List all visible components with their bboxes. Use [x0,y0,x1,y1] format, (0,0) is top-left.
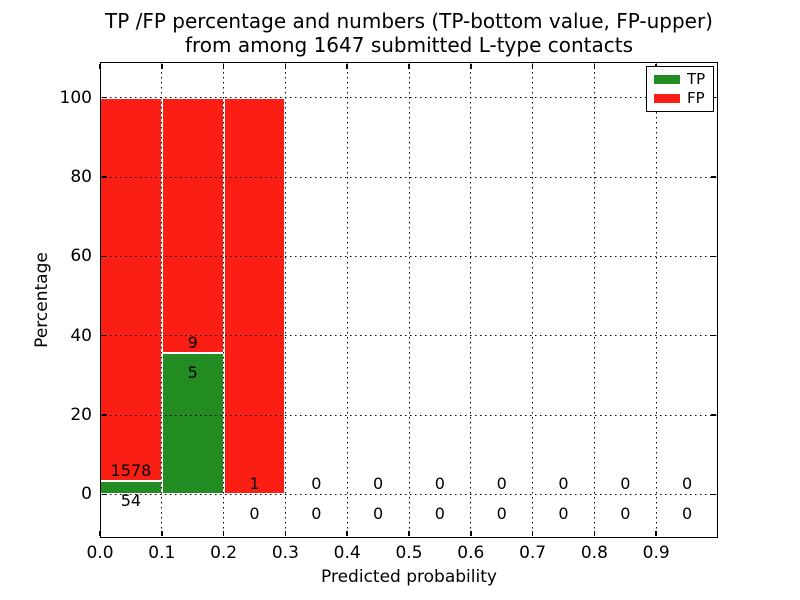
ytick-right-40 [711,334,717,337]
chart-title-line2: from among 1647 submitted L-type contact… [184,33,634,57]
tp-count-label-bin2: 0 [249,504,260,524]
bar-tp-bin1 [161,352,224,495]
tp-count-label-bin9: 0 [682,504,693,524]
xtick-bottom-0.6 [470,531,472,537]
ytick-left-40 [101,334,107,337]
ytick-label-60: 60 [70,246,92,267]
xtick-label-0.1: 0.1 [148,543,176,563]
xtick-top-0.2 [222,63,225,69]
fp-legend-swatch [654,94,680,104]
gridline-x-0.2 [223,62,225,538]
fp-count-label-bin4: 0 [373,474,384,494]
xtick-bottom-0.4 [346,531,348,537]
legend-item-tp: TP [647,69,713,88]
ytick-right-80 [711,176,717,178]
tp-legend-label: TP [687,69,706,88]
xtick-label-0.5: 0.5 [395,543,423,563]
xtick-bottom-0.3 [284,531,287,537]
xtick-label-0.6: 0.6 [457,543,485,563]
xtick-top-0.1 [161,63,163,69]
fp-count-label-bin6: 0 [496,474,507,494]
gridline-x-0.9 [655,62,657,538]
chart-title-line1: TP /FP percentage and numbers (TP-bottom… [105,9,713,33]
xtick-label-0.2: 0.2 [210,543,238,563]
xtick-bottom-0.8 [593,531,596,537]
fp-count-label-bin7: 0 [558,474,569,494]
xtick-top-0.8 [593,63,596,69]
bar-fp-bin0 [100,97,162,482]
gridline-x-0.1 [161,62,163,538]
fp-count-label-bin3: 0 [311,474,322,494]
xtick-top-0.5 [408,63,410,69]
ytick-left-80 [101,176,107,178]
ytick-right-20 [711,414,717,416]
gridline-x-0.4 [346,62,348,538]
fp-count-label-bin0: 1578 [110,461,152,481]
xtick-bottom-0.2 [222,531,225,537]
fp-count-label-bin2: 1 [249,474,260,494]
fp-count-label-bin9: 0 [682,474,693,494]
xtick-bottom-0.7 [531,531,534,537]
xtick-label-0.8: 0.8 [580,543,608,563]
tp-count-label-bin6: 0 [496,504,507,524]
xtick-top-0.0 [99,63,101,69]
legend: TP FP [646,66,714,112]
chart-title: TP /FP percentage and numbers (TP-bottom… [100,9,718,57]
bar-fp-bin1 [161,97,224,353]
xtick-bottom-0.5 [408,531,410,537]
ytick-label-0: 0 [81,484,92,505]
xtick-top-0.6 [470,63,472,69]
xtick-label-0.9: 0.9 [642,543,670,563]
tp-count-label-bin5: 0 [434,504,445,524]
tp-count-label-bin4: 0 [373,504,384,524]
tp-count-label-bin1: 5 [187,362,198,382]
tp-legend-swatch [654,74,680,84]
ytick-left-0 [101,493,107,496]
gridline-x-0.3 [284,62,286,538]
tp-count-label-bin7: 0 [558,504,569,524]
x-axis-label: Predicted probability [321,567,497,587]
gridline-x-0.5 [408,62,410,538]
ytick-left-100 [101,96,107,99]
xtick-label-0.7: 0.7 [519,543,547,563]
fp-count-label-bin1: 9 [187,332,198,352]
xtick-bottom-0.9 [655,531,657,537]
xtick-bottom-0.0 [99,531,101,537]
tp-count-label-bin0: 54 [120,491,142,511]
ytick-label-40: 40 [70,325,92,346]
ytick-left-20 [101,414,107,416]
ytick-label-80: 80 [70,167,92,188]
legend-item-fp: FP [647,91,713,106]
xtick-label-0.4: 0.4 [333,543,361,563]
gridline-x-0.8 [593,62,595,538]
xtick-top-0.4 [346,63,348,69]
gridline-x-0.6 [470,62,472,538]
ytick-label-100: 100 [59,87,92,108]
ytick-right-60 [711,255,717,258]
tp-count-label-bin3: 0 [311,504,322,524]
xtick-top-0.7 [531,63,534,69]
xtick-top-0.3 [284,63,287,69]
bar-fp-bin2 [223,97,286,495]
xtick-bottom-0.1 [161,531,163,537]
ytick-right-0 [711,493,717,496]
tp-count-label-bin8: 0 [620,504,631,524]
xtick-label-0.3: 0.3 [271,543,299,563]
fp-count-label-bin5: 0 [434,474,445,494]
gridline-x-0.7 [532,62,534,538]
ytick-label-20: 20 [70,405,92,426]
xtick-label-0.0: 0.0 [86,543,114,563]
fp-legend-label: FP [687,89,705,108]
fp-count-label-bin8: 0 [620,474,631,494]
ytick-left-60 [101,255,107,258]
